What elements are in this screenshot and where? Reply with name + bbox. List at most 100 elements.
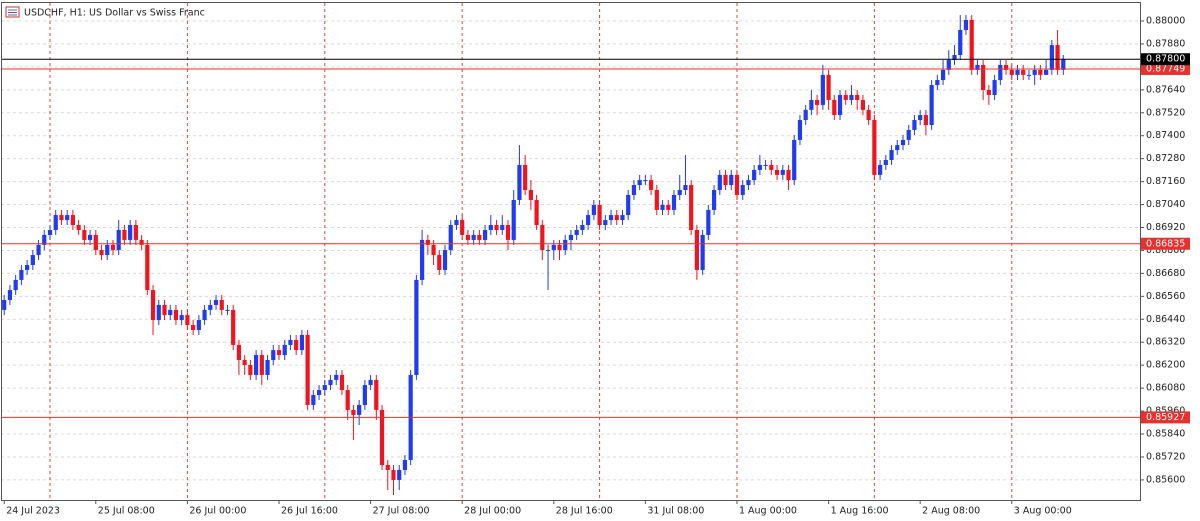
candle-body: [729, 174, 734, 186]
candle-body: [482, 229, 488, 240]
candle-body: [276, 350, 282, 356]
candle-body: [420, 239, 425, 280]
candle-body: [47, 229, 53, 235]
candle-body: [895, 145, 900, 151]
candle-body: [179, 315, 184, 321]
candle-body: [110, 244, 116, 251]
candle-body: [574, 229, 579, 235]
candle-body: [116, 229, 121, 251]
candle-body: [1009, 69, 1014, 75]
candle-body: [883, 159, 888, 165]
candle-body: [677, 190, 682, 195]
candle-body: [65, 215, 70, 221]
candle-body: [202, 309, 207, 321]
candle-body: [99, 250, 104, 256]
price-label: 0.87800: [1146, 54, 1185, 65]
candle-body: [294, 339, 299, 351]
candle-body: [1032, 69, 1037, 75]
price-label: 0.86835: [1146, 238, 1185, 249]
candle-body: [591, 204, 596, 216]
y-tick-label: 0.85960: [1146, 406, 1185, 417]
candle-body: [2, 299, 7, 310]
candle-body: [305, 334, 310, 405]
price-label: 0.85927: [1146, 412, 1185, 423]
candle-body: [774, 169, 780, 175]
y-tick-label: 0.86680: [1146, 268, 1185, 279]
candle-body: [649, 180, 654, 191]
candle-body: [866, 109, 871, 121]
candle-body: [1055, 45, 1060, 70]
candle-body: [540, 225, 545, 251]
candle-body: [545, 250, 551, 252]
candle-body: [13, 279, 18, 291]
candle-body: [637, 180, 642, 186]
candle-body: [769, 164, 774, 170]
candle-body: [1049, 45, 1054, 70]
candle-body: [82, 229, 87, 240]
candle-body: [59, 215, 64, 221]
overlay-layer: 0.87749 0.86835 0.85927 0.87800: [1, 53, 1190, 424]
candle-body: [580, 225, 585, 230]
candle-body: [391, 469, 396, 480]
candle-body: [465, 234, 471, 240]
candle-body: [265, 360, 270, 375]
candle-body: [660, 204, 665, 210]
candle-body: [740, 185, 745, 195]
candle-body: [551, 244, 556, 251]
candle-body: [7, 290, 13, 300]
candle-body: [849, 94, 854, 100]
candle-body: [757, 164, 762, 170]
candle-body: [998, 64, 1003, 81]
candle-body: [689, 185, 694, 230]
candle-body: [820, 74, 825, 105]
candle-body: [196, 320, 201, 330]
candle-body: [25, 264, 30, 270]
candle-body: [597, 204, 602, 226]
x-tick-label: 26 Jul 16:00: [281, 506, 338, 517]
candle-body: [626, 194, 631, 216]
candle-body: [614, 215, 619, 221]
candle-body: [19, 269, 24, 280]
candle-body: [723, 174, 728, 186]
candle-body: [402, 460, 408, 470]
candle-body: [259, 355, 264, 375]
candle-body: [345, 390, 350, 410]
candle-body: [236, 344, 242, 361]
candle-body: [563, 239, 568, 251]
y-tick-label: 0.87520: [1146, 107, 1185, 118]
candle-body: [454, 220, 459, 226]
candle-body: [975, 64, 980, 70]
x-tick-label: 25 Jul 08:00: [98, 506, 155, 517]
candle-body: [1044, 69, 1049, 75]
candle-body: [528, 190, 533, 200]
candle-body: [322, 385, 327, 391]
candle-body: [397, 469, 402, 480]
candle-body: [918, 115, 923, 121]
candle-body: [488, 225, 493, 230]
y-tick-label: 0.88000: [1146, 15, 1185, 26]
candle-body: [442, 250, 448, 270]
candle-body: [288, 339, 293, 345]
candle-body: [534, 199, 539, 226]
price-label-box: [1140, 237, 1190, 250]
y-tick-label: 0.87400: [1146, 130, 1185, 141]
candle-body: [208, 304, 213, 310]
candle-body: [608, 215, 614, 221]
y-tick-label: 0.86920: [1146, 222, 1185, 233]
candle-body: [1038, 69, 1043, 75]
candle-body: [231, 309, 236, 345]
y-tick-label: 0.86080: [1146, 383, 1185, 394]
candle-body: [122, 229, 127, 240]
candle-body: [568, 234, 574, 240]
candle-body: [855, 94, 860, 100]
candle-body: [717, 174, 722, 191]
candle-body: [225, 309, 230, 311]
candle-body: [900, 139, 906, 146]
y-tick-label: 0.85720: [1146, 451, 1185, 462]
chart-title: USDCHF, H1: US Dollar vs Swiss Franc: [24, 8, 205, 19]
candle-body: [906, 129, 911, 140]
candle-body: [711, 190, 717, 210]
y-tick-label: 0.85840: [1146, 429, 1185, 440]
candle-body: [963, 20, 969, 30]
